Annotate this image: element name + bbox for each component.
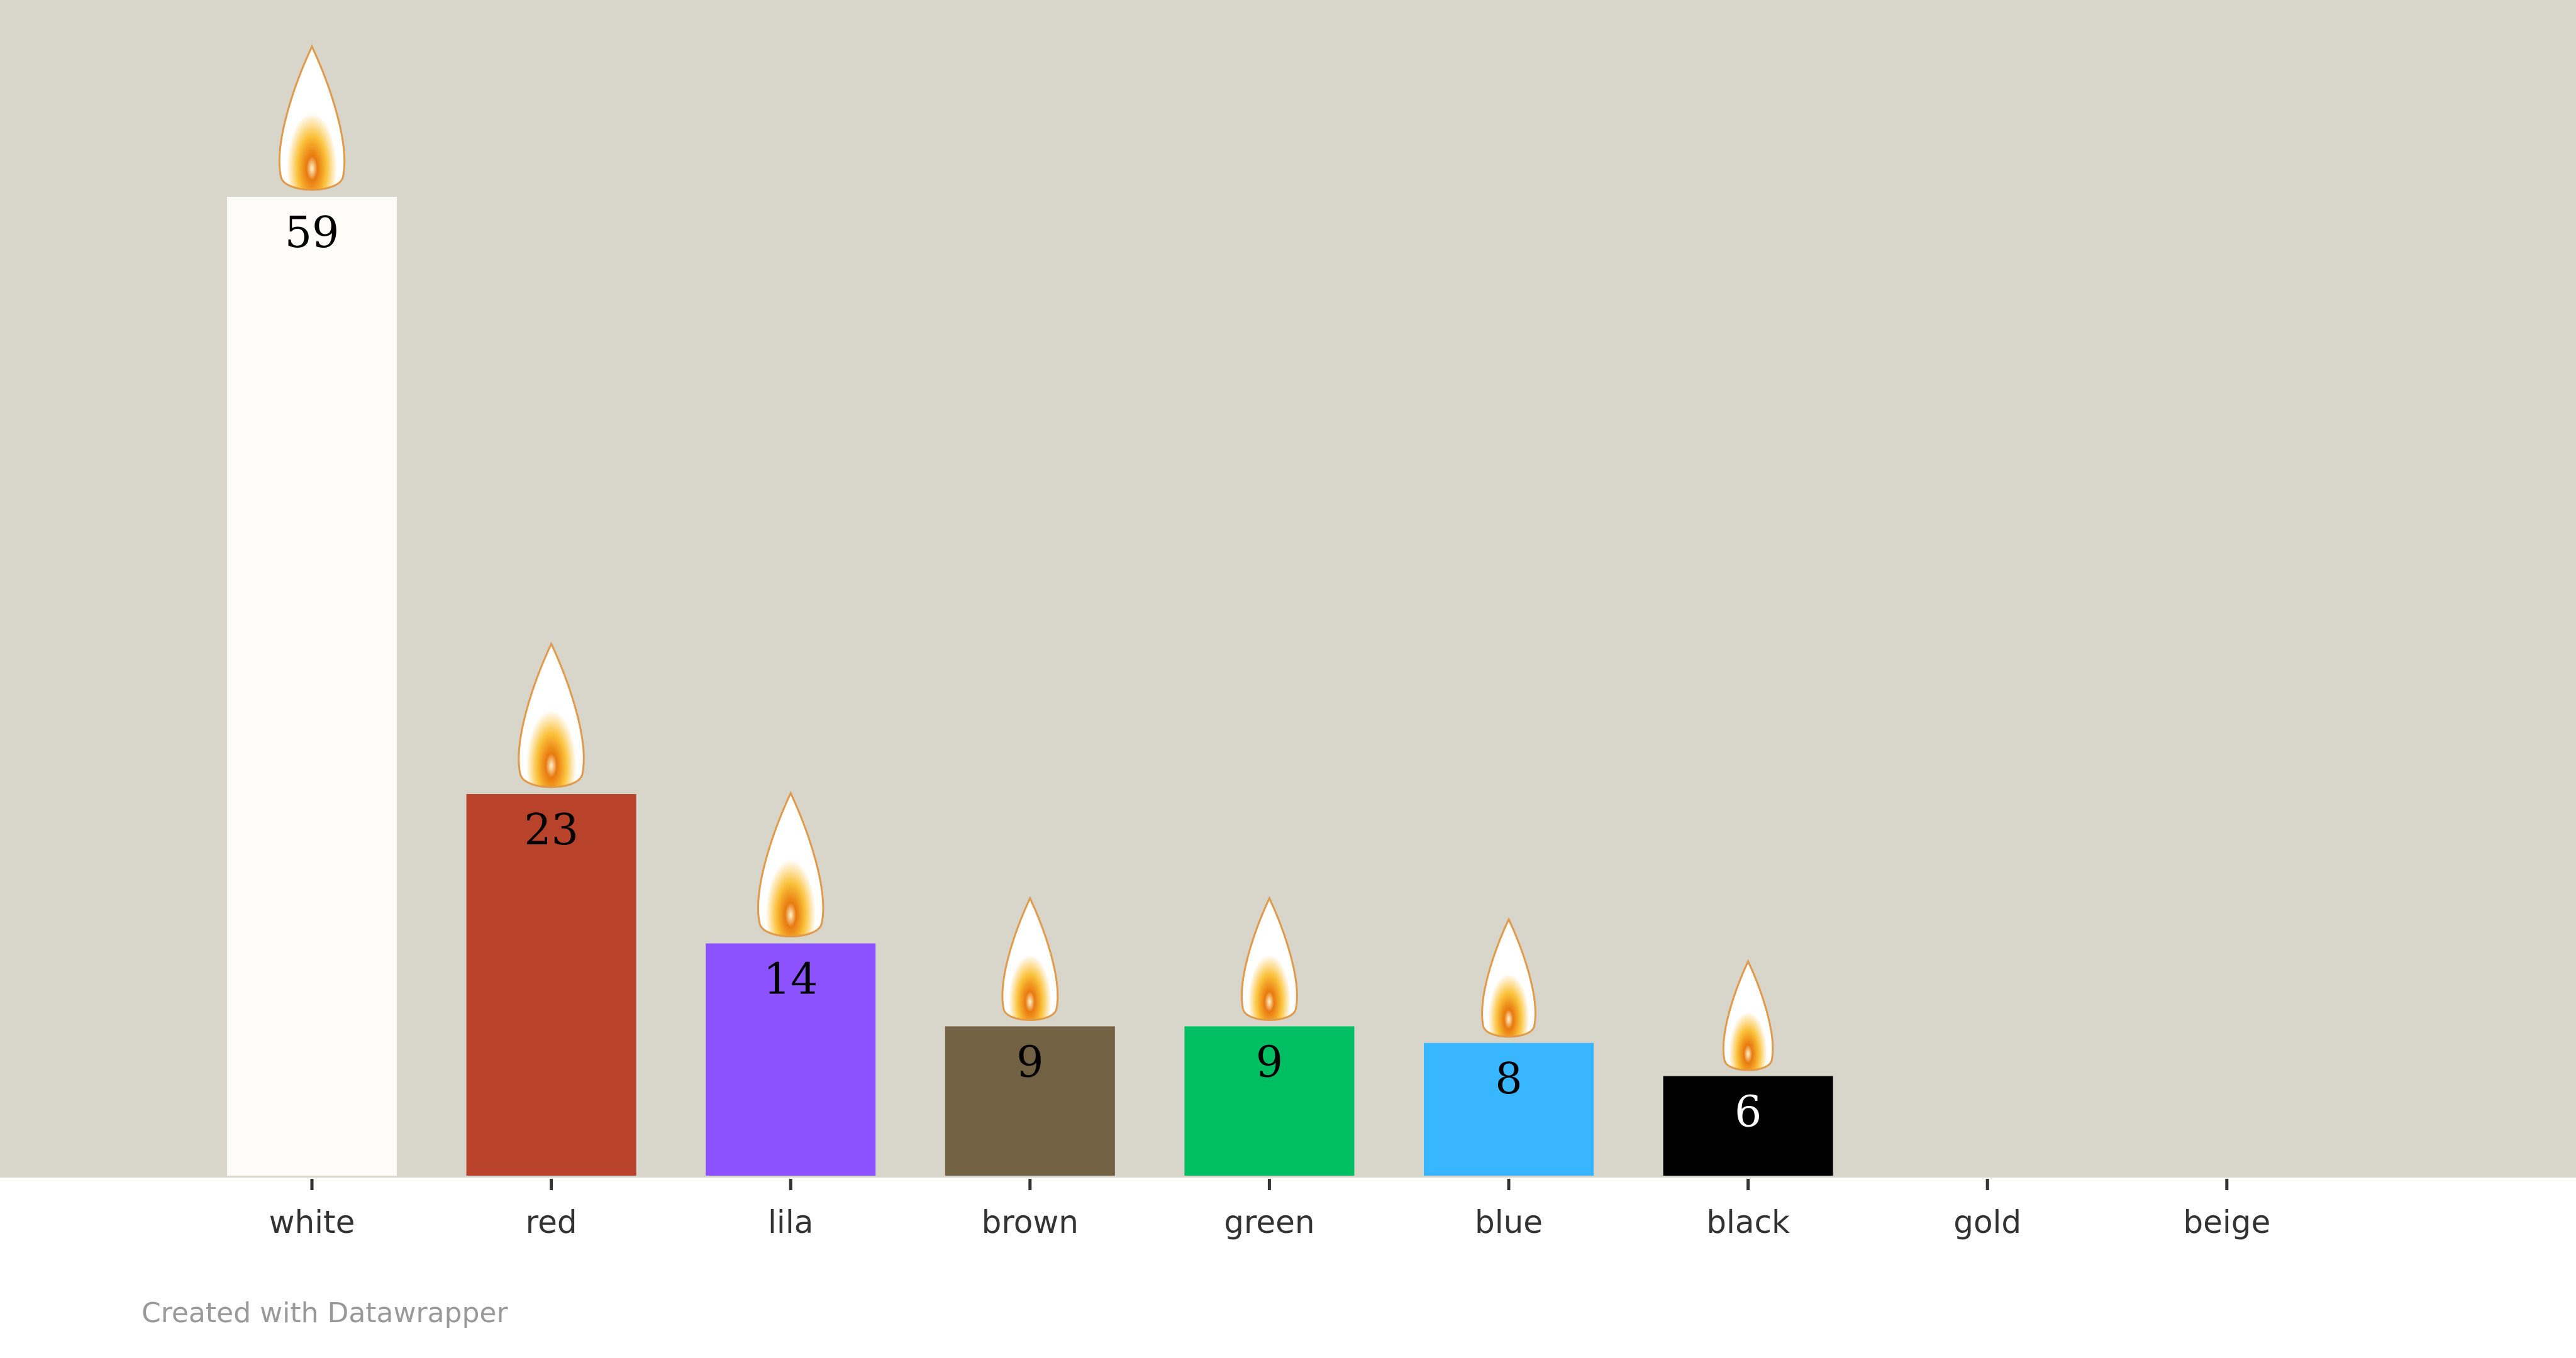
value-label: 9 — [1016, 1037, 1043, 1087]
value-label: 59 — [285, 208, 340, 258]
x-tick-label: lila — [768, 1204, 813, 1240]
x-tick-label: black — [1706, 1204, 1790, 1240]
footer-credit[interactable]: Created with Datawrapper — [142, 1297, 508, 1329]
bar-white — [227, 197, 397, 1176]
bar-red — [466, 794, 636, 1176]
value-label: 14 — [763, 955, 818, 1005]
x-tick-label: green — [1224, 1204, 1314, 1240]
x-tick-label: white — [269, 1204, 355, 1240]
bar-lila — [706, 943, 876, 1176]
x-tick-label: blue — [1475, 1204, 1543, 1240]
value-label: 6 — [1735, 1088, 1762, 1137]
bar-blue — [1424, 1042, 1594, 1176]
candle-flame-icon — [757, 791, 824, 937]
candle-flame-icon — [518, 641, 585, 788]
x-tick-label: brown — [982, 1204, 1079, 1240]
value-label: 9 — [1256, 1037, 1283, 1087]
x-tick-label: red — [526, 1204, 577, 1240]
candle-flame-icon — [1722, 959, 1774, 1071]
bar-brown — [945, 1026, 1115, 1176]
bar-black — [1663, 1076, 1833, 1176]
bar-green — [1184, 1026, 1355, 1176]
x-tick-label: beige — [2183, 1204, 2270, 1240]
value-label: 23 — [524, 805, 579, 855]
candle-flame-icon — [1240, 896, 1298, 1021]
x-tick-label: gold — [1953, 1204, 2021, 1240]
candle-flame-icon — [1481, 917, 1536, 1038]
candle-flame-icon — [1001, 896, 1059, 1021]
value-label: 8 — [1495, 1054, 1522, 1104]
candle-flame-icon — [278, 44, 346, 191]
